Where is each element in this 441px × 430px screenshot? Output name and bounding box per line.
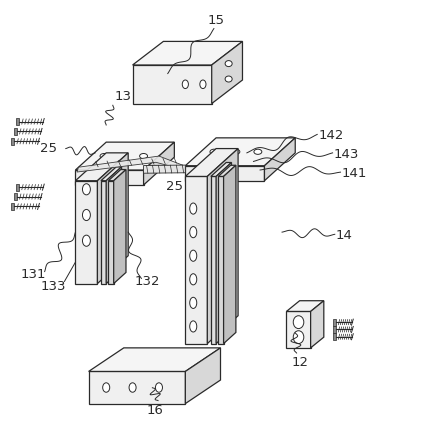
Text: 143: 143 bbox=[333, 147, 359, 161]
Polygon shape bbox=[218, 165, 236, 176]
Polygon shape bbox=[89, 348, 220, 372]
Polygon shape bbox=[211, 163, 232, 176]
Polygon shape bbox=[207, 149, 238, 344]
Text: 132: 132 bbox=[135, 274, 160, 288]
Text: 133: 133 bbox=[40, 280, 66, 293]
Polygon shape bbox=[185, 166, 265, 181]
Polygon shape bbox=[114, 169, 126, 283]
Text: 16: 16 bbox=[146, 404, 163, 417]
Polygon shape bbox=[75, 142, 174, 170]
Polygon shape bbox=[333, 333, 336, 340]
Ellipse shape bbox=[219, 301, 227, 307]
Text: 14: 14 bbox=[336, 229, 352, 242]
Polygon shape bbox=[75, 170, 144, 185]
Ellipse shape bbox=[82, 209, 90, 221]
Ellipse shape bbox=[82, 184, 90, 195]
Polygon shape bbox=[185, 176, 207, 344]
Polygon shape bbox=[211, 176, 216, 344]
Ellipse shape bbox=[219, 201, 227, 208]
Polygon shape bbox=[265, 138, 295, 181]
Polygon shape bbox=[101, 181, 106, 283]
Text: 142: 142 bbox=[318, 129, 344, 142]
Ellipse shape bbox=[293, 316, 304, 329]
Ellipse shape bbox=[190, 321, 197, 332]
Ellipse shape bbox=[155, 383, 162, 392]
Text: 12: 12 bbox=[292, 356, 309, 369]
Ellipse shape bbox=[190, 227, 197, 238]
Ellipse shape bbox=[129, 383, 136, 392]
Ellipse shape bbox=[103, 383, 110, 392]
Polygon shape bbox=[16, 184, 19, 190]
Text: 25: 25 bbox=[165, 180, 183, 193]
Polygon shape bbox=[333, 326, 336, 333]
Polygon shape bbox=[14, 128, 17, 135]
Ellipse shape bbox=[225, 61, 232, 67]
Polygon shape bbox=[11, 138, 14, 145]
Polygon shape bbox=[218, 176, 224, 344]
Polygon shape bbox=[75, 153, 128, 181]
Text: 25: 25 bbox=[40, 142, 57, 156]
Polygon shape bbox=[11, 203, 14, 210]
Polygon shape bbox=[287, 311, 310, 348]
Polygon shape bbox=[108, 181, 114, 283]
Ellipse shape bbox=[219, 251, 227, 258]
Polygon shape bbox=[144, 165, 185, 173]
Text: 131: 131 bbox=[20, 267, 46, 281]
Ellipse shape bbox=[219, 276, 227, 283]
Polygon shape bbox=[97, 153, 128, 283]
Ellipse shape bbox=[210, 149, 218, 154]
Ellipse shape bbox=[293, 331, 304, 344]
Polygon shape bbox=[144, 142, 174, 185]
Ellipse shape bbox=[82, 235, 90, 246]
Polygon shape bbox=[77, 156, 201, 174]
Ellipse shape bbox=[100, 154, 108, 159]
Polygon shape bbox=[89, 372, 185, 404]
Polygon shape bbox=[133, 65, 212, 104]
Polygon shape bbox=[224, 165, 236, 344]
Ellipse shape bbox=[254, 149, 262, 154]
Ellipse shape bbox=[140, 154, 148, 159]
Polygon shape bbox=[333, 319, 336, 326]
Polygon shape bbox=[101, 167, 122, 181]
Ellipse shape bbox=[190, 250, 197, 261]
Polygon shape bbox=[75, 181, 97, 283]
Ellipse shape bbox=[190, 297, 197, 308]
Text: 15: 15 bbox=[208, 14, 224, 27]
Polygon shape bbox=[216, 163, 232, 344]
Polygon shape bbox=[310, 301, 324, 348]
Polygon shape bbox=[212, 41, 243, 104]
Polygon shape bbox=[106, 167, 122, 283]
Polygon shape bbox=[287, 301, 324, 311]
Ellipse shape bbox=[190, 274, 197, 285]
Polygon shape bbox=[185, 149, 238, 176]
Text: 13: 13 bbox=[114, 90, 131, 103]
Text: 141: 141 bbox=[341, 167, 367, 180]
Ellipse shape bbox=[182, 80, 188, 89]
Polygon shape bbox=[14, 193, 17, 200]
Ellipse shape bbox=[219, 226, 227, 233]
Polygon shape bbox=[16, 118, 19, 125]
Ellipse shape bbox=[120, 154, 128, 159]
Polygon shape bbox=[108, 169, 126, 181]
Ellipse shape bbox=[200, 80, 206, 89]
Ellipse shape bbox=[225, 76, 232, 82]
Polygon shape bbox=[185, 348, 220, 404]
Polygon shape bbox=[133, 41, 243, 65]
Polygon shape bbox=[185, 138, 295, 166]
Ellipse shape bbox=[190, 203, 197, 214]
Ellipse shape bbox=[232, 149, 240, 154]
